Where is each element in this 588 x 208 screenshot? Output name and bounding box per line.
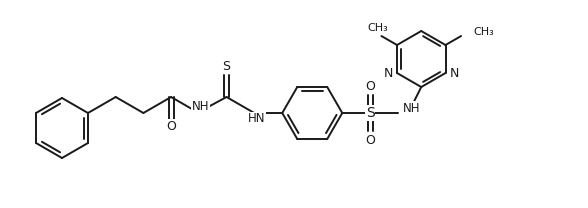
Text: S: S bbox=[366, 106, 375, 120]
Text: S: S bbox=[222, 61, 230, 73]
Text: CH₃: CH₃ bbox=[367, 23, 388, 33]
Text: N: N bbox=[449, 67, 459, 79]
Text: CH₃: CH₃ bbox=[473, 27, 494, 37]
Text: NH: NH bbox=[192, 100, 209, 114]
Text: NH: NH bbox=[403, 102, 421, 114]
Text: HN: HN bbox=[248, 113, 265, 125]
Text: O: O bbox=[365, 79, 375, 93]
Text: N: N bbox=[383, 67, 393, 79]
Text: O: O bbox=[365, 134, 375, 146]
Text: O: O bbox=[166, 120, 176, 132]
